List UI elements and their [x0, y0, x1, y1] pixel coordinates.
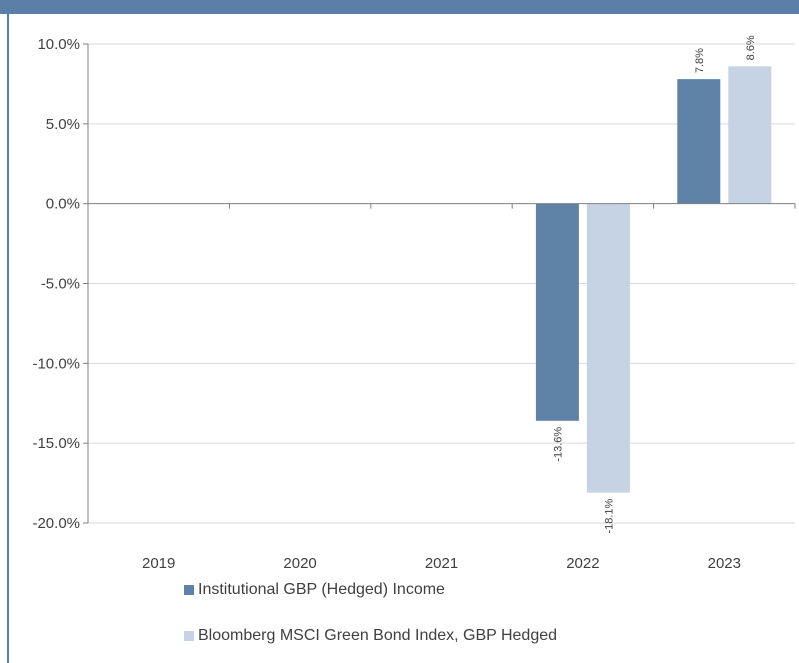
- legend-swatch-series-1: [184, 585, 194, 595]
- legend-label-series-1: Institutional GBP (Hedged) Income: [198, 581, 445, 598]
- bar-value-label: 8.6%: [745, 35, 757, 60]
- gridlines: [88, 43, 795, 524]
- y-tick-label: 5.0%: [46, 116, 80, 133]
- y-tick-label: -15.0%: [32, 435, 80, 452]
- x-category-label: 2023: [708, 555, 741, 572]
- y-tick-label: -5.0%: [41, 276, 80, 293]
- y-tick-label: -10.0%: [32, 355, 80, 372]
- bar-series-2: [586, 203, 630, 493]
- x-category-label: 2021: [425, 555, 458, 572]
- bar-series-1: [677, 79, 721, 204]
- left-border: [7, 14, 9, 663]
- y-tick-label: -20.0%: [32, 515, 80, 532]
- legend-swatch-series-2: [184, 631, 194, 641]
- axes: [87, 44, 796, 523]
- bar-series-1: [535, 203, 579, 421]
- bar-value-label: -13.6%: [552, 427, 564, 462]
- bar-series-2: [728, 66, 772, 204]
- bar-chart: 10.0% 5.0% 0.0% -5.0% -10.0% -15.0% -20.0% -13…: [32, 35, 796, 572]
- header-bar: [0, 0, 799, 14]
- legend-item-series-1: Institutional GBP (Hedged) Income: [184, 580, 557, 600]
- bar-value-label: 7.8%: [694, 48, 706, 73]
- y-tick-label: 0.0%: [46, 196, 80, 213]
- x-category-label: 2020: [283, 555, 316, 572]
- bar-value-label: -18.1%: [603, 498, 615, 533]
- legend: Institutional GBP (Hedged) Income Bloomb…: [184, 580, 557, 663]
- x-category-label: 2022: [566, 555, 599, 572]
- y-tick-label: 10.0%: [37, 36, 80, 53]
- bars: [535, 66, 772, 493]
- legend-item-series-2: Bloomberg MSCI Green Bond Index, GBP Hed…: [184, 626, 557, 646]
- x-axis-categories: 2019 2020 2021 2022 2023: [142, 555, 741, 572]
- y-axis-ticks: 10.0% 5.0% 0.0% -5.0% -10.0% -15.0% -20.0%: [32, 36, 88, 532]
- legend-label-series-2: Bloomberg MSCI Green Bond Index, GBP Hed…: [198, 627, 558, 644]
- x-category-label: 2019: [142, 555, 175, 572]
- bar-value-labels: -13.6% -18.1% 7.8% 8.6%: [552, 35, 756, 533]
